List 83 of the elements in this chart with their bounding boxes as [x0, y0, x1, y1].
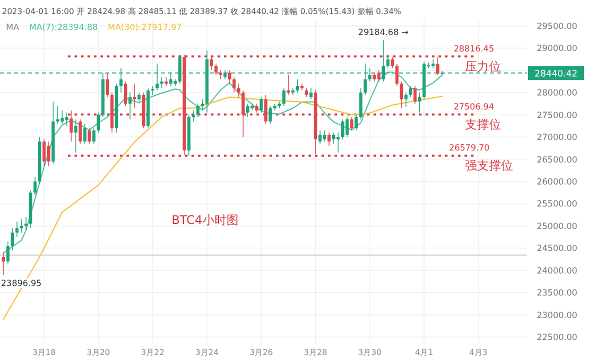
- candlestick: [260, 96, 263, 114]
- candlestick: [237, 83, 240, 98]
- x-tick-label: 3月18: [32, 348, 56, 357]
- candlestick: [96, 112, 100, 134]
- candlestick: [160, 76, 164, 89]
- y-tick-label: 24500.00: [536, 244, 578, 254]
- x-tick-label: 3月26: [250, 348, 273, 357]
- annotation: 29184.68 →: [358, 28, 409, 38]
- candlestick: [15, 221, 19, 238]
- candlestick: [242, 90, 245, 138]
- x-tick-label: 3月28: [304, 348, 328, 357]
- candlestick: [268, 106, 272, 124]
- legend: MA MA(7):28394.88 MA(30):27917.97: [6, 23, 182, 33]
- candlestick: [390, 56, 394, 69]
- candlestick: [124, 81, 128, 106]
- y-tick-label: 26000.00: [536, 178, 578, 188]
- y-tick-label: 25500.00: [536, 200, 578, 210]
- candlestick: [70, 110, 73, 142]
- y-tick-label: 27500.00: [536, 110, 578, 121]
- candlestick: [309, 88, 313, 100]
- candlestick: [42, 138, 46, 166]
- candlestick: [350, 116, 354, 131]
- y-tick-label: 27000.00: [536, 133, 578, 144]
- candlestick: [106, 72, 110, 98]
- candlestick: [436, 56, 440, 76]
- y-tick-label: 26500.00: [536, 155, 578, 166]
- candlestick: [92, 128, 96, 144]
- annotation: 27506.94: [454, 102, 494, 113]
- candlestick: [88, 128, 91, 144]
- candlestick: [196, 103, 200, 118]
- candlestick: [132, 83, 136, 109]
- candlestick: [318, 130, 322, 144]
- candlestick: [33, 176, 37, 196]
- x-tick-label: 3月20: [86, 348, 110, 357]
- candlestick: [200, 98, 204, 111]
- candlestick: [400, 81, 404, 109]
- candlestick: [2, 252, 5, 276]
- y-tick-label: 24000.00: [536, 266, 578, 276]
- ref-line-label: 支撑位: [465, 118, 501, 132]
- candlestick: [418, 92, 422, 114]
- candlestick: [78, 118, 82, 144]
- y-tick-label: 22500.00: [536, 333, 578, 344]
- ref-line-label: 28440.42: [534, 70, 578, 80]
- candlestick: [408, 86, 412, 98]
- candlestick: [128, 92, 132, 120]
- x-tick-label: 3月22: [141, 348, 164, 357]
- candlestick: [10, 228, 14, 251]
- candlestick: [264, 94, 268, 124]
- x-tick-label: 3月30: [358, 348, 382, 357]
- candlestick: [296, 78, 300, 94]
- candlestick: [24, 216, 28, 231]
- candlestick: [332, 132, 336, 144]
- candlestick: [210, 56, 214, 71]
- x-tick-label: 4月3: [469, 348, 488, 357]
- annotation: BTC4小时图: [172, 213, 238, 227]
- candlestick: [386, 54, 390, 69]
- ref-line-label: 压力位: [465, 59, 501, 74]
- candlestick: [6, 241, 10, 264]
- candlestick: [395, 63, 399, 86]
- annotation: 23896.95: [1, 278, 42, 289]
- candlestick: [74, 118, 78, 154]
- candlestick: [228, 70, 232, 84]
- ref-line-label: 强支撑位: [465, 158, 513, 173]
- annotation: 28816.45: [454, 44, 494, 54]
- y-tick-label: 29500.00: [536, 22, 578, 32]
- y-tick-label: 29000.00: [536, 44, 578, 54]
- candlestick: [327, 132, 331, 146]
- candlestick: [83, 123, 86, 144]
- y-tick-label: 25000.00: [536, 222, 578, 232]
- y-tick-label: 23000.00: [536, 310, 578, 321]
- candlestick: [322, 130, 326, 142]
- x-tick-label: 4月1: [414, 348, 434, 357]
- y-tick-label: 28000.00: [536, 88, 578, 99]
- candlestick: [218, 70, 222, 80]
- candlestick: [282, 88, 286, 106]
- candlestick: [354, 114, 358, 131]
- candlestick: [404, 92, 408, 108]
- candlestick: [214, 63, 218, 76]
- x-tick-label: 3月24: [195, 348, 219, 357]
- annotation: 26579.70: [449, 144, 490, 154]
- y-tick-label: 23500.00: [536, 288, 578, 299]
- candlestick: [413, 86, 417, 104]
- chart-subtitle: 2023-04-01 16:00 开 28424.98 高 28485.11 低 28389.37 收 28440.42 涨幅 0.05%(15.43) 振幅 0.34%: [2, 7, 402, 16]
